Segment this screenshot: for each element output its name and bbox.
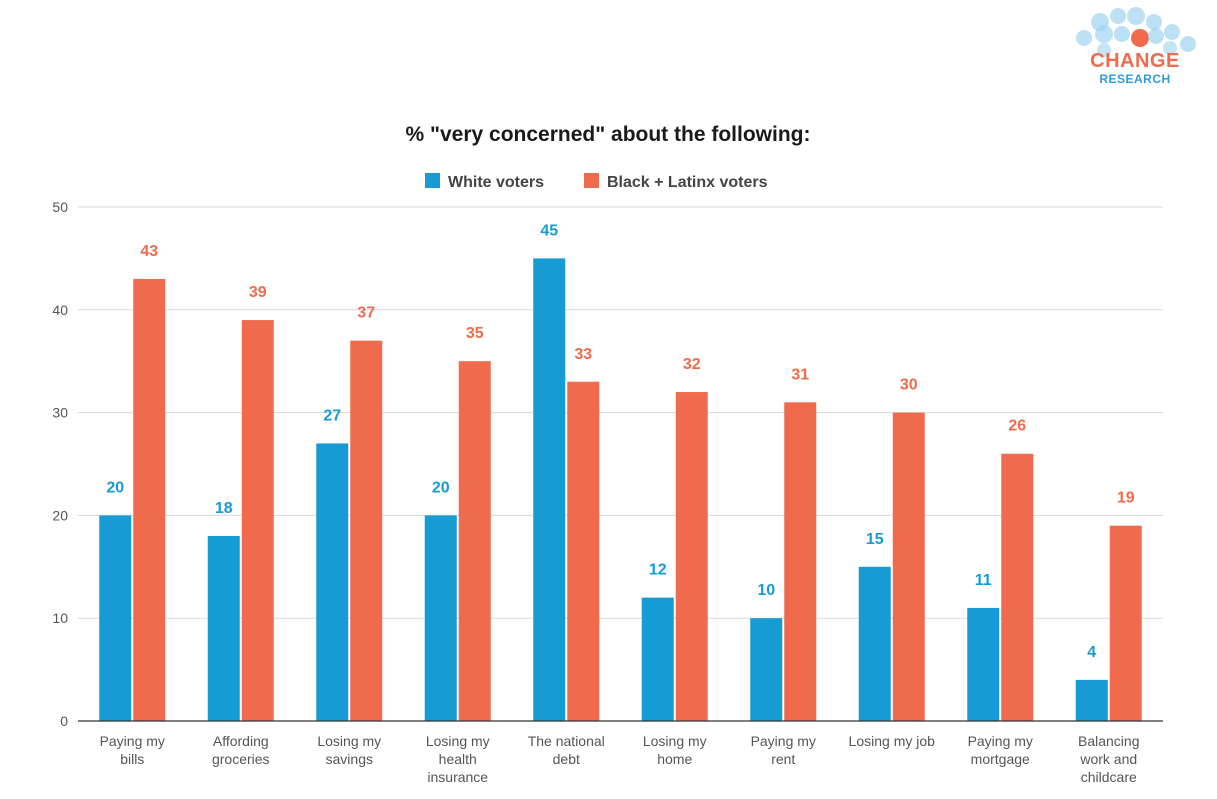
x-tick-label: Balancing work and childcare	[1078, 733, 1140, 785]
logo-text-research: RESEARCH	[1099, 72, 1171, 86]
logo-bubbles-icon	[1076, 7, 1196, 57]
x-tick-label: Losing my savings	[317, 733, 381, 767]
data-label: 45	[540, 222, 558, 239]
data-label: 10	[757, 582, 775, 599]
y-tick-label: 50	[52, 199, 68, 215]
bar-black-latinx-1	[241, 320, 274, 721]
bar-black-latinx-9	[1109, 525, 1142, 721]
change-research-logo: CHANGE RESEARCH	[1070, 4, 1200, 88]
data-labels: 20 43 18 39 27 37 20 35 45 33 12 32 10 31 15 30 11 26 4 19	[106, 222, 1134, 660]
bar-black-latinx-8	[1001, 453, 1034, 721]
legend: White voters Black + Latinx voters	[425, 173, 768, 191]
bar-black-latinx-6	[784, 402, 817, 721]
data-label: 30	[900, 377, 918, 394]
bar-white-0	[99, 515, 132, 721]
y-tick-label: 40	[52, 302, 68, 318]
bars	[99, 258, 1142, 721]
data-label: 43	[140, 243, 158, 260]
data-label: 20	[106, 479, 124, 496]
bar-black-latinx-2	[350, 340, 383, 721]
bar-white-6	[750, 618, 783, 721]
y-tick-label: 0	[60, 713, 68, 729]
logo-text-change: CHANGE	[1090, 50, 1180, 72]
x-tick-label: Paying my rent	[751, 733, 816, 767]
x-tick-label: Paying my bills	[100, 733, 165, 767]
chart-title: % "very concerned" about the following:	[406, 123, 811, 146]
data-label: 32	[683, 356, 701, 373]
data-label: 39	[249, 284, 267, 301]
x-tick-label: Paying my mortgage	[968, 733, 1033, 767]
data-label: 12	[649, 562, 667, 579]
y-tick-label: 30	[52, 405, 68, 421]
data-label: 33	[574, 346, 592, 363]
x-tick-label: Losing my home	[643, 733, 707, 767]
data-label: 20	[432, 479, 450, 496]
data-label: 26	[1008, 418, 1026, 435]
data-label: 15	[866, 531, 884, 548]
bar-white-8	[967, 607, 1000, 721]
x-tick-label: Losing my health insurance	[426, 733, 490, 785]
legend-swatch-0	[425, 173, 440, 188]
x-axis-ticks: Paying my bills Affording groceries Losing m…	[100, 733, 1140, 785]
bar-white-3	[424, 515, 457, 721]
legend-swatch-1	[584, 173, 599, 188]
bar-white-4	[533, 258, 566, 721]
bar-white-7	[858, 566, 891, 721]
bar-black-latinx-4	[567, 381, 600, 721]
data-label: 19	[1117, 490, 1135, 507]
bar-black-latinx-3	[458, 361, 491, 721]
bar-black-latinx-0	[133, 278, 166, 721]
legend-label-1: Black + Latinx voters	[607, 174, 768, 191]
y-axis-ticks: 0 10 20 30 40 50	[52, 199, 68, 729]
legend-label-0: White voters	[448, 174, 544, 191]
bar-white-5	[641, 597, 674, 721]
data-label: 4	[1087, 644, 1096, 661]
bar-white-1	[207, 535, 240, 721]
y-tick-label: 10	[52, 610, 68, 626]
data-label: 27	[323, 407, 341, 424]
x-tick-label: Affording groceries	[212, 733, 270, 767]
y-tick-label: 20	[52, 507, 68, 523]
data-label: 11	[975, 572, 992, 589]
x-tick-label: Losing my job	[849, 733, 936, 749]
data-label: 31	[791, 366, 809, 383]
bar-black-latinx-7	[892, 412, 925, 721]
data-label: 18	[215, 500, 233, 517]
bar-white-2	[316, 443, 349, 721]
data-label: 37	[357, 305, 375, 322]
x-tick-label: The national debt	[528, 733, 605, 767]
bar-black-latinx-5	[675, 392, 708, 721]
grid-lines	[78, 206, 1163, 619]
bar-white-9	[1075, 679, 1108, 721]
data-label: 35	[466, 325, 484, 342]
